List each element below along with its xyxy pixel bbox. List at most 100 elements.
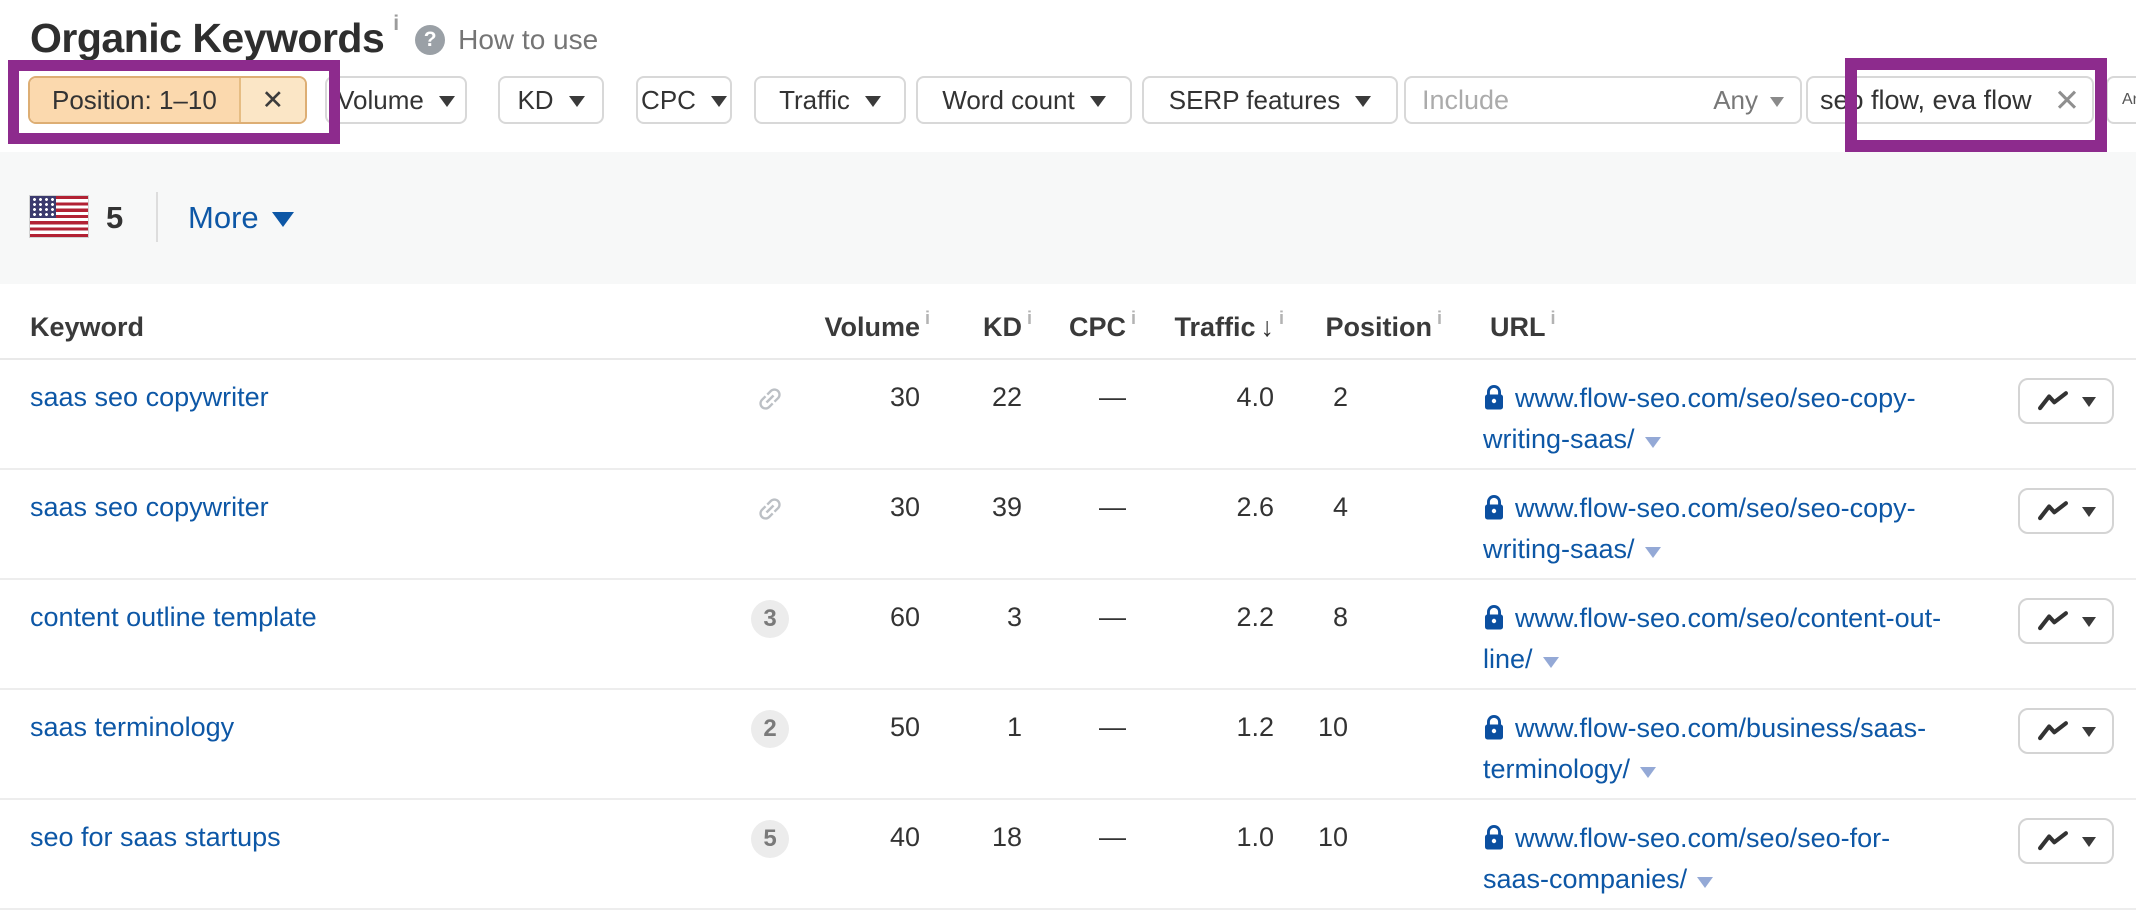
kd-value: 1 [1006, 712, 1022, 742]
table-row: saas terminology 2 50 1 — 1.2 10 [0, 690, 2136, 800]
traffic-value: 2.6 [1236, 492, 1274, 522]
url-dropdown-icon[interactable] [1542, 657, 1559, 668]
column-header-kd[interactable]: KD i [983, 308, 1033, 342]
position-filter-remove-button[interactable]: ✕ [240, 78, 305, 122]
trend-line-icon [2037, 501, 2068, 521]
position-value: 4 [1332, 492, 1348, 522]
chevron-down-icon [2081, 727, 2096, 737]
column-header-position[interactable]: Position i [1325, 308, 1443, 342]
table-row: content outline template 3 60 3 — 2.2 8 [0, 580, 2136, 690]
column-header-traffic[interactable]: Traffic ↓ i [1174, 308, 1285, 342]
keyword-search-field: ✕ [1806, 76, 2094, 124]
keyword-link[interactable]: seo for saas startups [30, 822, 281, 852]
column-header-keyword[interactable]: Keyword [30, 312, 145, 342]
traffic-value: 4.0 [1236, 382, 1274, 412]
cpc-value: — [1099, 712, 1126, 742]
kd-value: 18 [991, 822, 1022, 852]
url-link[interactable]: www.flow-seo.com/seo/seo-copy- [1515, 493, 1916, 523]
trailing-scope-dropdown[interactable]: Any [2106, 76, 2136, 124]
keyword-link[interactable]: saas seo copywriter [30, 382, 269, 412]
keyword-link[interactable]: saas seo copywriter [30, 492, 269, 522]
kd-filter-button[interactable]: KD [498, 76, 604, 124]
position-history-chart-button[interactable] [2018, 488, 2114, 534]
cpc-value: — [1099, 492, 1126, 522]
volume-value: 40 [889, 822, 920, 852]
chevron-down-icon [1770, 96, 1784, 107]
url-link[interactable]: saas-companies/ [1483, 864, 1688, 894]
cpc-value: — [1099, 382, 1126, 412]
position-history-chart-button[interactable] [2018, 598, 2114, 644]
cpc-filter-button[interactable]: CPC [636, 76, 732, 124]
page-title: Organic Keywords [30, 15, 385, 61]
url-link[interactable]: www.flow-seo.com/seo/seo-copy- [1515, 383, 1916, 413]
cpc-value: — [1099, 822, 1126, 852]
serp-features-badge: 3 [751, 600, 789, 638]
volume-filter-button[interactable]: Volume [325, 76, 467, 124]
more-countries-button[interactable]: More [188, 200, 294, 236]
question-mark-icon: ? [415, 25, 446, 55]
url-dropdown-icon[interactable] [1644, 547, 1661, 558]
url-link[interactable]: terminology/ [1483, 754, 1631, 784]
how-to-use-link[interactable]: ? How to use [415, 24, 598, 56]
chevron-down-icon [2081, 397, 2096, 407]
position-value: 2 [1332, 382, 1348, 412]
position-history-chart-button[interactable] [2018, 818, 2114, 864]
chevron-down-icon [864, 96, 881, 107]
table-row: saas seo copywriter 30 39 — 2.6 4 [0, 470, 2136, 580]
traffic-value: 2.2 [1236, 602, 1274, 632]
table-row: seo for saas startups 5 40 18 — 1.0 10 [0, 800, 2136, 910]
url-dropdown-icon[interactable] [1697, 877, 1714, 888]
chevron-down-icon [438, 96, 455, 107]
position-value: 10 [1317, 822, 1348, 852]
url-link[interactable]: www.flow-seo.com/seo/seo-for- [1515, 823, 1891, 853]
column-header-cpc[interactable]: CPC i [1068, 308, 1137, 342]
keyword-search-input[interactable] [1820, 84, 2049, 116]
column-header-volume[interactable]: Volume i [824, 308, 931, 342]
table-row: saas seo copywriter 30 22 — 4.0 2 [0, 360, 2136, 470]
position-filter-label[interactable]: Position: 1–10 [30, 78, 241, 122]
internal-link-icon [759, 388, 781, 410]
trend-line-icon [2037, 721, 2068, 741]
url-link[interactable]: line/ [1483, 644, 1533, 674]
url-link[interactable]: www.flow-seo.com/seo/content-out- [1515, 603, 1942, 633]
include-input[interactable] [1422, 84, 1714, 116]
url-dropdown-icon[interactable] [1644, 437, 1661, 448]
kd-value: 22 [991, 382, 1022, 412]
serp-features-filter-button[interactable]: SERP features [1142, 76, 1398, 124]
close-icon: ✕ [261, 84, 285, 115]
chevron-down-icon [1355, 96, 1372, 107]
traffic-value: 1.0 [1236, 822, 1274, 852]
trend-line-icon [2037, 611, 2068, 631]
position-filter-chip[interactable]: Position: 1–10 ✕ [28, 76, 307, 124]
serp-features-badge: 2 [751, 710, 789, 748]
chevron-down-icon [2081, 507, 2096, 517]
chevron-down-icon [568, 96, 585, 107]
trend-line-icon [2037, 831, 2068, 851]
url-link[interactable]: www.flow-seo.com/business/saas- [1515, 713, 1927, 743]
country-keyword-count: 5 [106, 200, 124, 235]
column-header-url[interactable]: URL i [1490, 308, 1556, 342]
url-dropdown-icon[interactable] [1640, 767, 1657, 778]
include-filter-field: Any [1404, 76, 1802, 124]
table-body: saas seo copywriter 30 22 — 4.0 2 [0, 360, 2136, 910]
position-history-chart-button[interactable] [2018, 708, 2114, 754]
position-history-chart-button[interactable] [2018, 378, 2114, 424]
volume-value: 30 [889, 492, 920, 522]
clear-search-icon[interactable]: ✕ [2054, 82, 2080, 118]
include-scope-dropdown[interactable]: Any [1713, 85, 1784, 116]
chevron-down-icon [2081, 837, 2096, 847]
serp-features-badge: 5 [751, 820, 789, 858]
lock-icon [1483, 494, 1505, 531]
cpc-value: — [1099, 602, 1126, 632]
kd-value: 39 [991, 492, 1022, 522]
word-count-filter-button[interactable]: Word count [916, 76, 1132, 124]
traffic-filter-button[interactable]: Traffic [754, 76, 906, 124]
keyword-link[interactable]: content outline template [30, 602, 317, 632]
url-link[interactable]: writing-saas/ [1483, 534, 1635, 564]
divider [156, 192, 158, 242]
lock-icon [1483, 384, 1505, 421]
keyword-link[interactable]: saas terminology [30, 712, 235, 742]
us-flag-icon [30, 196, 88, 237]
chevron-down-icon [2081, 617, 2096, 627]
url-link[interactable]: writing-saas/ [1483, 424, 1635, 454]
